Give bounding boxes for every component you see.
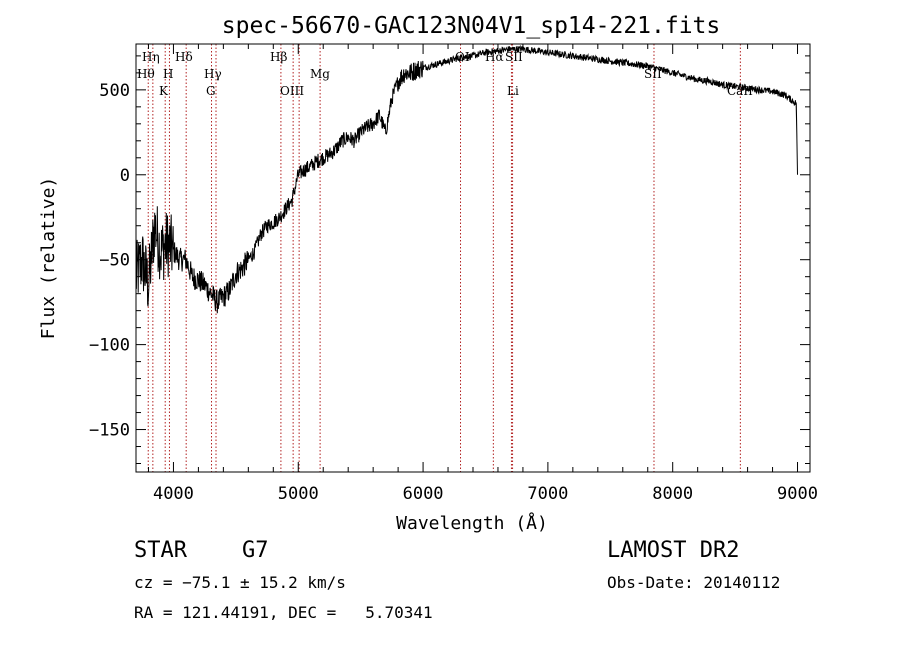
spectrum-series [135,44,798,314]
y-tick-label: 500 [99,81,130,101]
line-marker-label: OIII [280,84,304,98]
line-marker-label: Li [507,84,519,98]
line-marker-label: Hη [142,50,160,64]
x-tick-label: 7000 [527,484,568,504]
line-marker-label: Hγ [204,67,222,81]
x-axis: 4000 5000 6000 7000 8000 9000 [147,44,818,504]
line-marker-label: Hα [485,50,504,64]
object-class: STAR [134,538,187,563]
coordinates: RA = 121.44191, DEC = 5.70341 [134,603,433,622]
line-marker-label: Hδ [175,50,193,64]
line-marker-label: SII [644,67,662,81]
line-marker-label: SII [505,50,523,64]
chart-title: spec-56670-GAC123N04V1_sp14-221.fits [222,13,721,39]
y-tick-label: −50 [99,251,130,271]
spectrum-line [135,44,798,314]
survey-name: LAMOST DR2 [607,538,740,563]
line-markers [147,44,741,472]
x-tick-label: 6000 [403,484,444,504]
y-tick-label: −100 [89,336,130,356]
obs-date: Obs-Date: 20140112 [607,573,781,592]
x-axis-label: Wavelength (Å) [396,512,548,534]
line-marker-label: G [206,84,216,98]
plot-frame [135,43,811,473]
x-tick-label: 5000 [278,484,319,504]
x-tick-label: 8000 [652,484,693,504]
y-axis-label: Flux (relative) [38,177,59,340]
x-tick-label: 9000 [777,484,818,504]
line-marker-label: Hθ [137,67,155,81]
line-marker-label: OI [455,50,470,64]
spectral-subclass: G7 [242,538,269,563]
line-marker-label: CaII [727,84,753,98]
y-tick-label: 0 [120,166,130,186]
y-tick-label: −150 [89,421,130,441]
line-marker-label: H [163,67,173,81]
y-axis: −150 −100 −50 0 500 [89,55,810,465]
redshift-velocity: cz = −75.1 ± 15.2 km/s [134,573,346,592]
x-tick-label: 4000 [153,484,194,504]
line-marker-label: Hβ [270,50,287,64]
line-marker-label: Mg [310,67,330,81]
line-marker-label: K [159,84,169,98]
